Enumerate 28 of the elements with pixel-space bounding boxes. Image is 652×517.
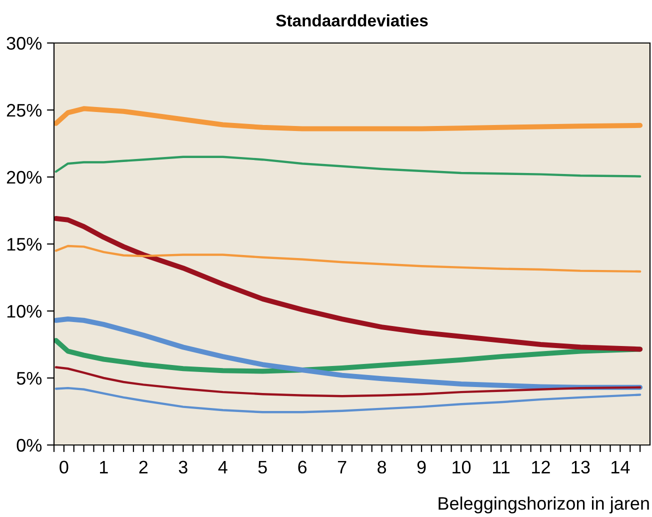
x-tick-label: 9 — [417, 460, 426, 474]
line-series — [54, 156, 642, 178]
y-tick-label: 20% — [6, 170, 42, 184]
y-tick-label: 25% — [6, 104, 42, 117]
x-tick-label: 10 — [452, 460, 471, 474]
y-tick-label: 0% — [16, 438, 42, 452]
chart-title: Standaarddeviaties — [276, 14, 428, 26]
x-tick-label: 4 — [218, 460, 228, 474]
x-tick-label: 3 — [178, 460, 188, 474]
x-tick-label: 14 — [612, 460, 630, 474]
line-series — [54, 386, 642, 414]
x-tick-label: 6 — [298, 460, 307, 474]
x-tick-label: 13 — [572, 460, 590, 474]
x-tick-label: 2 — [139, 460, 148, 474]
x-tick-label: 5 — [258, 460, 267, 474]
y-tick-label: 5% — [16, 372, 42, 385]
line-series — [54, 366, 642, 398]
y-tick-label: 30% — [6, 36, 42, 50]
x-tick-label: 0 — [60, 460, 68, 474]
line-series — [54, 244, 642, 273]
y-tick-label: 15% — [7, 238, 42, 251]
x-axis-title: Beleggingshorizon in jaren — [438, 496, 649, 514]
x-tick-label: 8 — [378, 460, 386, 474]
x-tick-label: 11 — [493, 460, 510, 474]
x-tick-label: 7 — [338, 460, 346, 474]
x-tick-label: 12 — [532, 460, 550, 474]
y-tick-label: 10% — [7, 304, 42, 318]
x-tick-label: 1 — [100, 460, 108, 474]
